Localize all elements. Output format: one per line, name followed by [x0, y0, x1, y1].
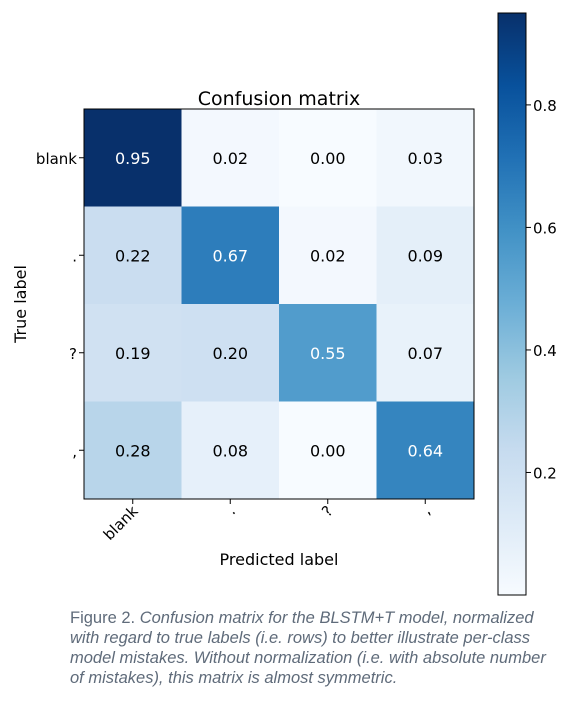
- y-tick-label: .: [72, 247, 77, 265]
- matrix-cell-value: 0.00: [310, 441, 346, 460]
- y-tick-label: ,: [72, 442, 77, 460]
- y-axis-ticks: blank.?,: [36, 150, 84, 460]
- colorbar-tick-label: 0.2: [533, 464, 557, 482]
- colorbar-tick-label: 0.6: [533, 219, 557, 237]
- matrix-cell: [84, 304, 182, 402]
- matrix-cell: [181, 401, 280, 500]
- caption-text: Confusion matrix for the BLSTM+T model, …: [70, 609, 546, 687]
- matrix-cell: [181, 304, 280, 402]
- matrix-cell: [376, 401, 475, 500]
- matrix-frame: [83, 108, 475, 500]
- colorbar-tick-label: 0.4: [533, 342, 557, 360]
- y-tick-label: blank: [36, 150, 77, 168]
- matrix-value-labels: 0.95 0.02 0.00 0.03 0.22 0.67 0.02 0.09 0.19 0.20…: [115, 149, 443, 461]
- x-tick-label: .: [223, 502, 239, 518]
- matrix-cell: [84, 401, 182, 500]
- matrix-cell: [181, 206, 280, 305]
- matrix-cell: [376, 304, 475, 402]
- matrix-cell-value: 0.22: [115, 246, 151, 265]
- matrix-cell-value: 0.02: [310, 246, 346, 265]
- matrix-cell-value: 0.09: [407, 246, 443, 265]
- x-tick-label: ,: [418, 502, 434, 518]
- matrix-cell: [181, 109, 280, 207]
- matrix-cell-value: 0.20: [212, 344, 248, 363]
- x-tick-label: blank: [100, 502, 142, 544]
- matrix-cell-value: 0.28: [115, 441, 151, 460]
- chart-title: Confusion matrix: [198, 88, 360, 110]
- matrix-cell: [376, 206, 475, 305]
- matrix-cell-value: 0.08: [212, 441, 248, 460]
- matrix-cell-value: 0.55: [310, 344, 346, 363]
- matrix-cell: [376, 109, 475, 207]
- x-tick-label: ?: [318, 502, 336, 520]
- matrix-cell: [84, 206, 182, 305]
- matrix-cell-value: 0.07: [407, 344, 443, 363]
- y-axis-label: True label: [11, 265, 30, 344]
- matrix-cell-value: 0.19: [115, 344, 151, 363]
- colorbar: [497, 12, 527, 596]
- colorbar-tick-label: 0.8: [533, 97, 557, 115]
- colorbar-ticks: 0.2 0.4 0.6 0.8: [526, 97, 557, 482]
- matrix-cell-value: 0.67: [212, 246, 248, 265]
- matrix-cell: [279, 109, 377, 207]
- matrix-cells: [84, 109, 475, 500]
- x-axis-ticks: blank.?,: [100, 499, 434, 544]
- matrix-cell: [84, 109, 182, 207]
- matrix-cell: [279, 304, 377, 402]
- caption-prefix: Figure 2.: [70, 609, 140, 627]
- matrix-cell: [279, 401, 377, 500]
- confusion-matrix-chart: Confusion matrix 0.95 0.02 0.00 0.03 0.22 0.6…: [11, 12, 557, 596]
- matrix-cell-value: 0.00: [310, 149, 346, 168]
- y-tick-label: ?: [69, 345, 77, 363]
- matrix-cell-value: 0.03: [407, 149, 443, 168]
- x-axis-label: Predicted label: [220, 550, 339, 569]
- matrix-cell: [279, 206, 377, 305]
- figure-caption: Figure 2. Confusion matrix for the BLSTM…: [70, 608, 560, 688]
- matrix-cell-value: 0.02: [212, 149, 248, 168]
- matrix-cell-value: 0.95: [115, 149, 151, 168]
- matrix-cell-value: 0.64: [407, 441, 443, 460]
